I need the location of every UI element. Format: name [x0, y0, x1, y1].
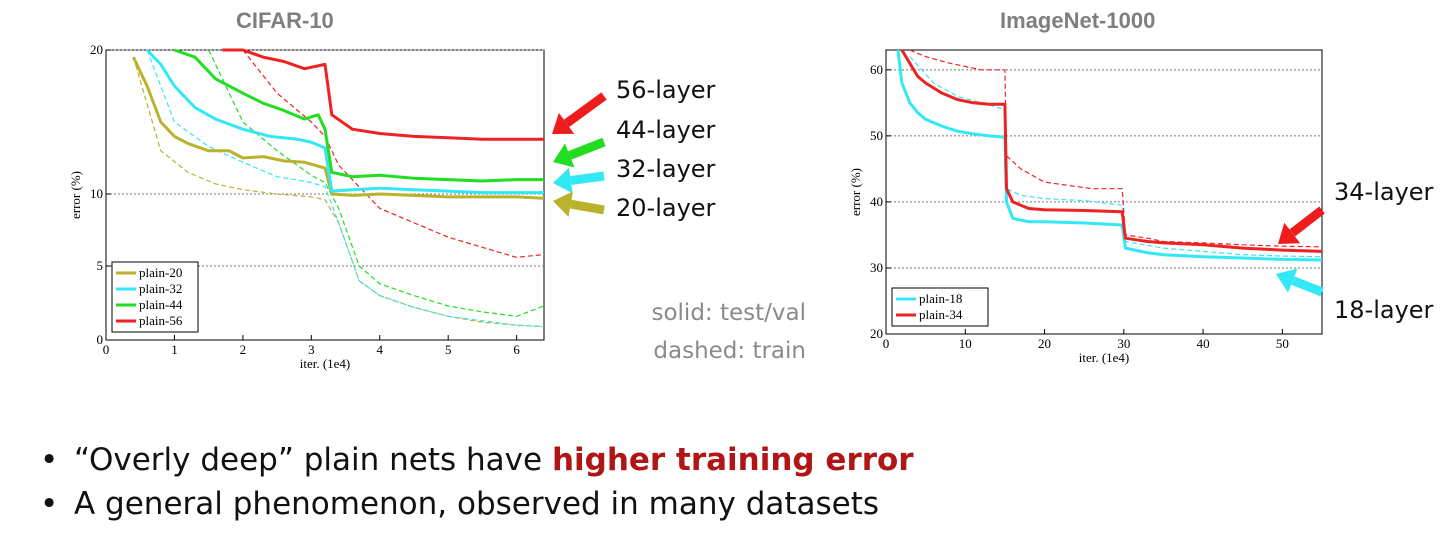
cifar-label-56-layer: 56-layer: [616, 76, 716, 104]
x-tick-label: 50: [1276, 336, 1289, 351]
x-tick-label: 2: [240, 342, 247, 357]
plot-frame: [885, 49, 1323, 335]
x-tick-label: 40: [1197, 336, 1210, 351]
bullet-dot: •: [40, 486, 59, 522]
y-tick-label: 50: [870, 128, 883, 143]
cifar-label-32-layer: 32-layer: [616, 155, 716, 183]
y-tick-label: 5: [97, 258, 104, 273]
legend-entry: plain-44: [139, 297, 183, 312]
cifar-label-20-layer: 20-layer: [616, 194, 716, 222]
x-axis-label: iter. (1e4): [300, 356, 351, 371]
cifar-label-44-layer: 44-layer: [616, 116, 716, 144]
x-tick-label: 5: [445, 342, 452, 357]
x-tick-label: 30: [1117, 336, 1130, 351]
series-line-train-plain-18: [909, 56, 1323, 258]
y-tick-label: 10: [90, 186, 103, 201]
series-line-test-plain-18: [896, 49, 1323, 262]
y-tick-label: 20: [870, 326, 883, 341]
legend-box: [891, 287, 989, 327]
bullet-text: “Overly deep” plain nets have: [74, 442, 552, 478]
series-line-test-plain-34: [900, 49, 1323, 253]
series-line-test-plain-20: [132, 56, 545, 200]
legend-entry: plain-20: [139, 265, 182, 280]
y-tick-label: 60: [870, 62, 883, 77]
bullet-list: • “Overly deep” plain nets have higher tr…: [40, 438, 914, 526]
legend-entry: plain-18: [919, 291, 962, 306]
y-axis-label: error (%): [848, 168, 863, 216]
y-tick-label: 20: [90, 42, 103, 57]
legend-entry: plain-34: [919, 307, 963, 322]
x-tick-label: 6: [513, 342, 520, 357]
series-line-train-plain-34: [909, 49, 1323, 248]
y-tick-label: 30: [870, 260, 883, 275]
series-line-test-plain-32: [146, 48, 544, 195]
legend-entry: plain-32: [139, 281, 182, 296]
cifar-chart-title: CIFAR-10: [236, 8, 334, 33]
arrow-20-layer: [553, 191, 605, 217]
arrow-44-layer: [553, 137, 606, 168]
bullet-text: A general phenomenon, observed in many d…: [74, 486, 880, 522]
x-tick-label: 1: [171, 342, 178, 357]
bullet-item: • A general phenomenon, observed in many …: [40, 482, 914, 526]
y-tick-label: 40: [870, 194, 883, 209]
series-line-test-plain-44: [173, 48, 544, 183]
x-tick-label: 10: [959, 336, 972, 351]
series-line-train-plain-44: [208, 49, 545, 317]
x-tick-label: 0: [883, 336, 890, 351]
x-tick-label: 20: [1038, 336, 1051, 351]
series-line-train-plain-20: [132, 57, 545, 328]
imagenet-label-34-layer: 34-layer: [1334, 178, 1434, 206]
bullet-item: • “Overly deep” plain nets have higher tr…: [40, 438, 914, 482]
arrow-32-layer: [553, 167, 605, 194]
solid-line-note: solid: test/val: [651, 300, 806, 326]
x-tick-label: 4: [377, 342, 384, 357]
imagenet-line-chart: 0 10 20 30 40 50 20 30 40 50 60 iter. (1e4) error (%…: [848, 49, 1323, 365]
imagenet-chart-title: ImageNet-1000: [1000, 8, 1156, 33]
arrow-18-layer: [1276, 268, 1324, 297]
y-tick-label: 0: [97, 332, 104, 347]
x-axis-label: iter. (1e4): [1079, 350, 1130, 365]
arrow-56-layer: [552, 92, 607, 134]
x-tick-label: 0: [103, 342, 110, 357]
highlight-text: higher training error: [551, 442, 914, 478]
dashed-line-note: dashed: train: [653, 338, 806, 364]
legend-entry: plain-56: [139, 313, 183, 328]
x-tick-label: 3: [308, 342, 315, 357]
imagenet-label-18-layer: 18-layer: [1334, 296, 1434, 324]
bullet-dot: •: [40, 442, 59, 478]
arrow-34-layer: [1278, 206, 1325, 244]
series-line-test-plain-56: [222, 48, 544, 141]
plot-frame: [105, 49, 545, 341]
cifar-line-chart: 0 1 2 3 4 5 6 0 5 10 20 iter. (1e4) error (%) plain-2…: [68, 42, 545, 371]
y-axis-label: error (%): [68, 171, 83, 219]
